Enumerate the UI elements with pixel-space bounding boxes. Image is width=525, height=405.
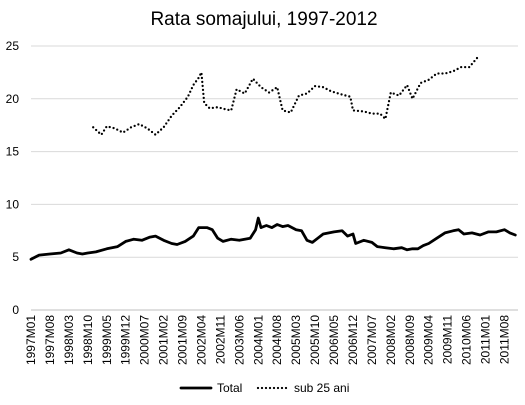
legend: Total sub 25 ani	[179, 381, 349, 395]
y-axis-tick-labels: 0 5 10 15 20 25	[6, 39, 20, 317]
x-tick-label: 2011M08	[497, 315, 511, 364]
series-lines	[29, 56, 517, 261]
y-tick-label: 15	[6, 145, 20, 159]
chart-title: Rata somajului, 1997-2012	[150, 9, 377, 30]
x-tick-label: 1998M03	[62, 315, 76, 365]
x-tick-label: 2005M03	[289, 315, 303, 365]
x-tick-label: 1997M01	[24, 315, 38, 365]
x-tick-label: 2003M06	[232, 315, 246, 365]
legend-label-total: Total	[217, 381, 242, 395]
x-tick-label: 2001M02	[157, 315, 171, 365]
x-tick-label: 2000M07	[138, 315, 152, 365]
legend-label-sub-25-ani: sub 25 ani	[294, 381, 349, 395]
x-tick-label: 1999M12	[119, 315, 133, 365]
x-tick-label: 2009M04	[422, 315, 436, 365]
y-tick-label: 0	[12, 303, 19, 317]
x-tick-label: 2011M01	[479, 315, 493, 364]
x-tick-label: 2007M07	[365, 315, 379, 365]
x-tick-label: 2004M01	[251, 315, 265, 365]
series-line-1	[92, 56, 479, 136]
x-tick-label: 2008M02	[384, 315, 398, 365]
x-tick-label: 2006M05	[327, 315, 341, 365]
x-tick-label: 2004M08	[270, 315, 284, 365]
x-tick-label: 2002M11	[213, 315, 227, 364]
x-tick-label: 2008M09	[403, 315, 417, 365]
x-tick-label: 2010M06	[460, 315, 474, 365]
x-tick-label: 1998M10	[81, 315, 95, 365]
y-tick-label: 10	[6, 197, 20, 211]
x-tick-label: 2001M09	[176, 315, 190, 365]
x-axis-tick-labels: 1997M01 1997M08 1998M03 1998M10 1999M05 1999M…	[24, 315, 511, 365]
x-tick-label: 1999M05	[100, 315, 114, 365]
gridlines	[31, 45, 518, 258]
y-tick-label: 25	[6, 39, 20, 53]
x-tick-label: 1997M08	[43, 315, 57, 365]
y-tick-label: 20	[6, 92, 20, 106]
x-tick-label: 2009M11	[441, 315, 455, 364]
series-line-0	[29, 216, 517, 261]
x-tick-label: 2005M10	[308, 315, 322, 365]
y-tick-label: 5	[12, 250, 19, 264]
x-tick-label: 2006M12	[346, 315, 360, 365]
x-tick-label: 2002M04	[194, 315, 208, 365]
